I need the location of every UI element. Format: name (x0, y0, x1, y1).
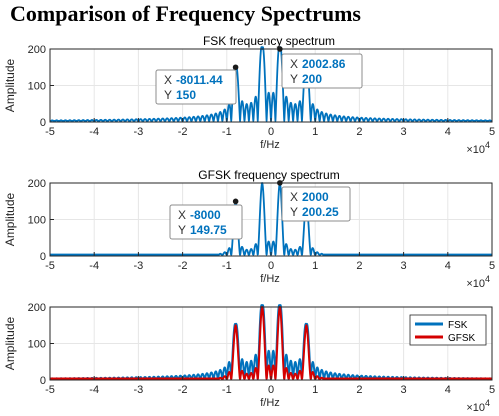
y-tick-label: 0 (40, 375, 46, 387)
x-tick-label: -2 (178, 260, 188, 272)
legend-label-gfsk: GFSK (448, 333, 476, 344)
x-tick-label: 4 (445, 126, 451, 138)
x-tick-label: 3 (401, 126, 407, 138)
datatip-box (155, 69, 237, 105)
datatip-marker (277, 46, 283, 52)
datatip-marker (277, 180, 283, 186)
y-tick-label: 200 (28, 44, 46, 56)
x-tick-label: -4 (89, 126, 99, 138)
datatip-x-value: 2000 (302, 190, 329, 204)
y-tick-label: 200 (28, 302, 46, 314)
datatip-x-label: X (290, 190, 298, 204)
x-tick-label: 1 (312, 384, 318, 396)
x-tick-label: 0 (268, 384, 274, 396)
y-tick-label: 0 (40, 117, 46, 129)
x-tick-label: 4 (445, 260, 451, 272)
x-exponent-power: 4 (485, 274, 490, 284)
x-tick-label: 3 (401, 384, 407, 396)
datatip-x-value: -8011.44 (176, 73, 223, 87)
x-tick-label: -1 (222, 260, 232, 272)
y-axis-label: Amplitude (3, 59, 17, 113)
datatip-x-label: X (178, 208, 186, 222)
x-tick-label: -5 (45, 384, 55, 396)
chart-title: FSK frequency spectrum (203, 34, 335, 48)
x-tick-label: 0 (268, 260, 274, 272)
x-tick-label: 2 (356, 126, 362, 138)
datatip-y-value: 149.75 (190, 223, 227, 237)
x-tick-label: 5 (489, 126, 495, 138)
x-exponent-base: ×10 (466, 144, 485, 156)
y-tick-label: 100 (28, 215, 46, 227)
x-exponent-power: 4 (485, 140, 490, 150)
page-title: Comparison of Frequency Spectrums (10, 1, 361, 26)
x-axis-exponent: ×104 (466, 140, 490, 156)
datatip-box (169, 204, 243, 240)
datatip-x-value: -8000 (190, 208, 221, 222)
datatip-marker (232, 64, 239, 71)
datatip-x-label: X (164, 73, 172, 87)
x-exponent-power: 4 (485, 398, 490, 408)
datatip-x-value: 2002.86 (302, 57, 346, 71)
y-tick-label: 100 (28, 81, 46, 93)
x-tick-label: 0 (268, 126, 274, 138)
x-tick-label: 2 (356, 384, 362, 396)
x-axis-exponent: ×104 (466, 398, 490, 414)
x-tick-label: 5 (489, 260, 495, 272)
x-tick-label: -1 (222, 126, 232, 138)
gfsk-spectrum-chart[interactable]: -5 -4 -3 -2 -1 0 1 2 3 4 50100200f/HzAmplitude×104… (0, 167, 499, 298)
x-tick-label: 1 (312, 126, 318, 138)
datatip-y-label: Y (164, 88, 172, 102)
x-tick-label: 3 (401, 260, 407, 272)
chart-title: GFSK frequency spectrum (198, 168, 339, 182)
datatip-y-value: 150 (176, 88, 196, 102)
x-tick-label: -2 (178, 126, 188, 138)
datatip-x-label: X (290, 57, 298, 71)
x-tick-label: -4 (89, 260, 99, 272)
x-tick-label: -5 (45, 126, 55, 138)
comparison-spectrum-chart[interactable]: -5 -4 -3 -2 -1 0 1 2 3 4 50100200f/HzAmplitude×104… (0, 299, 499, 416)
fsk-spectrum-chart[interactable]: -5 -4 -3 -2 -1 0 1 2 3 4 50100200f/HzAmplitude×104… (0, 30, 499, 160)
x-axis-label: f/Hz (260, 139, 280, 151)
x-tick-label: -1 (222, 384, 232, 396)
y-tick-label: 200 (28, 178, 46, 190)
datatip-marker (232, 198, 239, 205)
x-axis-label: f/Hz (260, 273, 280, 285)
datatip-y-value: 200 (302, 72, 322, 86)
x-tick-label: -5 (45, 260, 55, 272)
x-tick-label: -3 (134, 384, 144, 396)
x-tick-label: -4 (89, 384, 99, 396)
y-tick-label: 100 (28, 339, 46, 351)
datatip-box (281, 186, 351, 222)
y-tick-label: 0 (40, 251, 46, 263)
x-tick-label: -3 (134, 126, 144, 138)
x-tick-label: 2 (356, 260, 362, 272)
x-axis-label: f/Hz (260, 397, 280, 409)
datatip-y-label: Y (178, 223, 186, 237)
x-tick-label: 5 (489, 384, 495, 396)
x-tick-label: -2 (178, 384, 188, 396)
datatip-y-value: 200.25 (302, 205, 339, 219)
y-axis-label: Amplitude (3, 317, 17, 371)
legend-label-fsk: FSK (448, 320, 468, 331)
x-tick-label: 4 (445, 384, 451, 396)
x-exponent-base: ×10 (466, 402, 485, 414)
y-axis-label: Amplitude (3, 193, 17, 247)
datatip-box (281, 53, 363, 89)
legend-box (409, 314, 487, 346)
datatip-y-label: Y (290, 205, 298, 219)
x-tick-label: 1 (312, 260, 318, 272)
x-axis-exponent: ×104 (466, 274, 490, 290)
datatip-y-label: Y (290, 72, 298, 86)
x-tick-label: -3 (134, 260, 144, 272)
x-exponent-base: ×10 (466, 278, 485, 290)
